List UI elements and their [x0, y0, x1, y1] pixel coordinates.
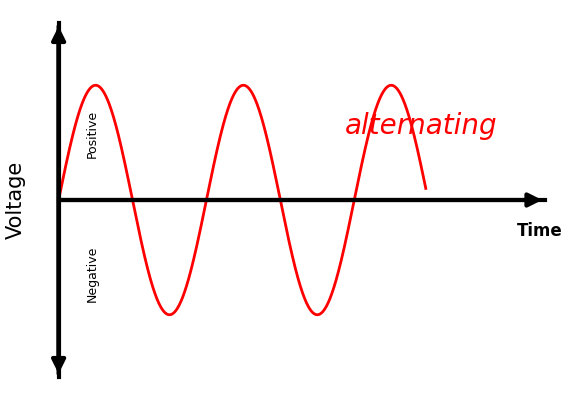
- Text: Time: Time: [518, 222, 563, 240]
- Text: Negative: Negative: [86, 245, 98, 302]
- Text: Positive: Positive: [86, 110, 98, 158]
- Text: alternating: alternating: [344, 112, 497, 140]
- Text: Voltage: Voltage: [6, 161, 26, 239]
